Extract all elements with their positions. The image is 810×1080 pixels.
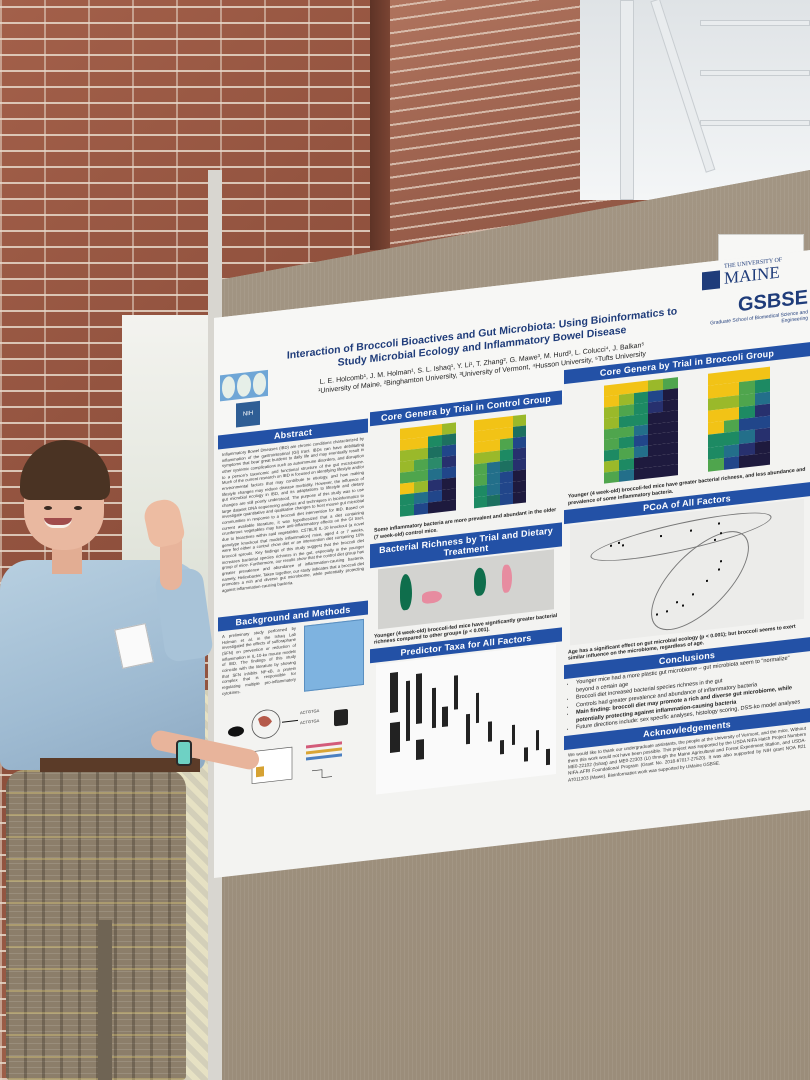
ceiling-rafter: [700, 120, 810, 126]
right-column: Core Genera by Trial in Broccoli Group: [564, 342, 810, 837]
smile: [44, 518, 72, 528]
brick-pilaster: [370, 0, 390, 250]
maine-shield-icon: [702, 270, 720, 291]
middle-column: Core Genera by Trial in Control Group: [370, 390, 562, 859]
violin-4wk-control: [422, 589, 442, 604]
control-heatmap-trial-2: [474, 414, 526, 509]
ceiling-rafter: [700, 70, 810, 76]
broccoli-heatmap-trial-1: [604, 377, 678, 484]
methods-workflow-diagram: ACTGTGA ACTGTGA: [228, 708, 348, 785]
ceiling-column: [620, 0, 634, 200]
sfn-pathway-figure: [304, 618, 364, 692]
ceiling-rafter: [700, 20, 810, 26]
pcoa-scatter-plot: [570, 498, 804, 646]
sponsor-logos: [220, 369, 268, 402]
mascot-logo-icon: [237, 373, 251, 398]
violin-7wk-control: [502, 563, 512, 593]
hair: [20, 440, 110, 500]
violin-7wk-broccoli: [474, 566, 486, 596]
trouser-leg-gap: [98, 920, 112, 1080]
smartwatch: [176, 740, 192, 766]
belt: [40, 758, 200, 772]
plaid-trousers: [6, 770, 186, 1080]
nih-logo-icon: NIH: [236, 400, 260, 428]
eye: [74, 506, 82, 510]
research-poster: NIH Interaction of Broccoli Bioactives a…: [214, 250, 810, 879]
eye: [44, 506, 52, 510]
gsbse-logo: GSBSE Graduate School of Biomedical Scie…: [710, 286, 808, 327]
ceiling-trusses: [580, 0, 810, 200]
background-methods-body: A preliminary study performed by Holman …: [218, 614, 368, 881]
svg-text:ACTGTGA: ACTGTGA: [300, 718, 320, 725]
broccoli-heatmap-trial-2: [708, 366, 770, 472]
lab-logo-icon: [222, 375, 236, 400]
university-of-maine-logo: THE UNIVERSITY OF MAINE: [702, 254, 808, 292]
nifa-logo-icon: [252, 372, 266, 396]
predictor-taxa-heatmap: [376, 644, 556, 795]
control-heatmap-trial-1: [400, 422, 456, 517]
presenter: [0, 440, 280, 1080]
violin-4wk-broccoli: [400, 572, 412, 611]
svg-text:ACTGTGA: ACTGTGA: [300, 708, 320, 715]
waving-hand: [141, 496, 187, 550]
left-column: Abstract Inflammatory Bowel Diseases (IB…: [218, 418, 368, 876]
